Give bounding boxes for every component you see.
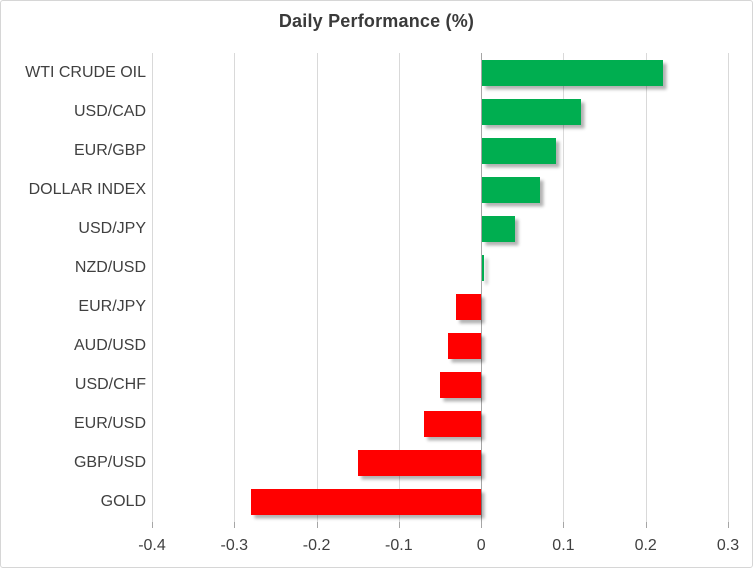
tick-mark: [234, 522, 236, 528]
category-label: EUR/GBP: [73, 141, 146, 159]
gridline: [645, 53, 647, 522]
category-label: GOLD: [100, 493, 146, 511]
chart-title: Daily Performance (%): [278, 11, 475, 31]
gridline: [563, 53, 565, 522]
bar-dollar-index: [482, 176, 540, 203]
tick-mark: [152, 522, 153, 528]
category-label: EUR/JPY: [78, 298, 146, 316]
category-label: AUD/USD: [73, 337, 146, 355]
category-label: GBP/USD: [73, 454, 146, 472]
category-label: DOLLAR INDEX: [28, 180, 146, 198]
x-axis-label: 0.2: [634, 537, 657, 554]
bar-usd-cad: [482, 98, 581, 125]
x-axis-label: -0.1: [385, 537, 413, 554]
bar-usd-jpy: [482, 215, 516, 242]
x-axis-label: 0.1: [552, 537, 575, 554]
bar-gold: [250, 489, 482, 516]
category-label: NZD/USD: [74, 258, 146, 276]
bar-eur-gbp: [482, 137, 557, 164]
bar-eur-jpy: [456, 294, 482, 321]
tick-mark: [563, 522, 565, 528]
bar-aud-usd: [448, 333, 482, 360]
x-axis-label: -0.2: [302, 537, 331, 554]
gridline: [728, 53, 729, 522]
x-axis-label: 0.3: [716, 537, 740, 554]
bar-wti-crude-oil: [482, 59, 664, 86]
tick-mark: [481, 522, 483, 528]
gridline: [152, 53, 153, 522]
category-label: USD/CHF: [74, 376, 146, 394]
x-axis-label: -0.4: [138, 537, 166, 554]
category-label: WTI CRUDE OIL: [25, 63, 146, 81]
category-label: USD/JPY: [78, 219, 146, 237]
tick-mark: [398, 522, 400, 528]
plot-area: [152, 53, 729, 528]
x-axis-label: -0.3: [220, 537, 249, 554]
bar-eur-usd: [423, 411, 482, 438]
zero-axis-line: [481, 53, 483, 522]
category-label: USD/CAD: [73, 102, 146, 120]
category-label: EUR/USD: [73, 415, 146, 433]
tick-mark: [645, 522, 647, 528]
bar-gbp-usd: [357, 450, 482, 477]
x-axis-label: 0: [476, 537, 486, 554]
bar-usd-chf: [440, 372, 482, 399]
gridline: [316, 53, 318, 522]
bar-nzd-usd: [482, 254, 484, 281]
tick-mark: [316, 522, 318, 528]
gridline: [234, 53, 236, 522]
gridline: [398, 53, 400, 522]
tick-mark: [728, 522, 729, 528]
